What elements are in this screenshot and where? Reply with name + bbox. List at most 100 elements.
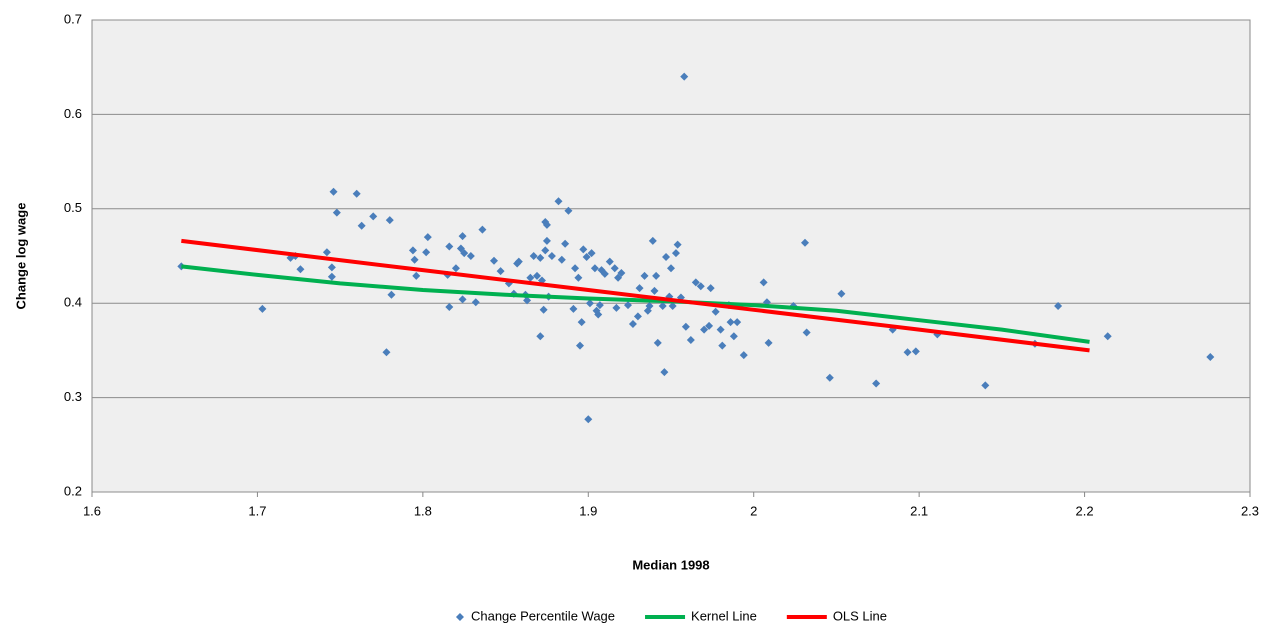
scatter-point <box>445 242 454 251</box>
scatter-point <box>662 252 671 261</box>
scatter-point <box>526 273 535 282</box>
scatter-point <box>489 256 498 265</box>
x-tick-label: 2.1 <box>910 503 928 518</box>
scatter-point <box>542 236 551 245</box>
scatter-point <box>718 341 727 350</box>
scatter-point <box>653 338 662 347</box>
scatter-point <box>640 271 649 280</box>
scatter-point <box>327 272 336 281</box>
scatter-point <box>733 318 742 327</box>
scatter-point <box>539 305 548 314</box>
scatter-point <box>369 212 378 221</box>
scatter-point <box>759 278 768 287</box>
scatter-point <box>700 325 709 334</box>
scatter-point <box>385 216 394 225</box>
scatter-point <box>711 307 720 316</box>
scatter-point <box>332 208 341 217</box>
scatter-point <box>557 255 566 264</box>
scatter-point <box>542 220 551 229</box>
scatter-point <box>579 245 588 254</box>
scatter-point <box>594 310 603 319</box>
scatter-point <box>1103 332 1112 341</box>
scatter-point <box>582 252 591 261</box>
y-tick-label: 0.7 <box>64 11 82 26</box>
scatter-point <box>478 225 487 234</box>
scatter-point <box>612 303 621 312</box>
scatter-point <box>547 252 556 260</box>
scatter-point <box>352 189 361 198</box>
scatter-point <box>296 265 305 274</box>
scatter-point <box>536 253 545 262</box>
scatter-point <box>523 296 532 305</box>
scatter-point <box>660 368 669 377</box>
scatter-point <box>536 332 545 341</box>
scatter-point <box>322 248 331 257</box>
scatter-point <box>584 415 593 424</box>
scatter-point <box>628 319 637 328</box>
scatter-point <box>587 249 596 258</box>
scatter-point <box>382 348 391 357</box>
scatter-point <box>911 347 920 356</box>
scatter-point <box>633 312 642 321</box>
y-tick-label: 0.5 <box>64 200 82 215</box>
scatter-point <box>600 269 609 278</box>
x-axis-title: Median 1998 <box>632 557 709 572</box>
scatter-point <box>357 221 366 230</box>
legend-marker <box>455 613 464 621</box>
scatter-point <box>554 197 563 206</box>
scatter-point <box>458 232 467 241</box>
y-axis-title: Change log wage <box>13 203 28 310</box>
scatter-point <box>258 304 267 313</box>
scatter-point <box>691 278 700 287</box>
scatter-point <box>635 284 644 293</box>
scatter-point <box>564 206 573 215</box>
plot-area <box>91 19 1251 493</box>
scatter-point <box>576 341 585 350</box>
scatter-point <box>681 322 690 331</box>
y-tick-label: 0.3 <box>64 389 82 404</box>
scatter-point <box>569 304 578 313</box>
scatter-point <box>716 325 725 334</box>
scatter-point <box>648 236 657 245</box>
scatter-point <box>460 249 469 258</box>
scatter-point <box>605 257 614 266</box>
scatter-point <box>800 238 809 247</box>
scatter-point <box>458 295 467 304</box>
scatter-point <box>496 267 505 276</box>
x-tick-label: 1.9 <box>579 503 597 518</box>
scatter-point <box>696 282 705 291</box>
y-tick-label: 0.6 <box>64 106 82 121</box>
scatter-point <box>412 271 421 280</box>
scatter-point <box>471 298 480 307</box>
x-tick-label: 2.2 <box>1076 503 1094 518</box>
scatter-point <box>423 233 432 242</box>
scatter-point <box>825 373 834 382</box>
x-tick-label: 1.8 <box>414 503 432 518</box>
scatter-point <box>623 301 632 310</box>
scatter-point <box>514 257 523 266</box>
scatter-point <box>668 302 677 311</box>
legend-label: Kernel Line <box>691 608 757 623</box>
scatter-point <box>739 351 748 360</box>
scatter-point <box>574 273 583 282</box>
x-tick-label: 1.7 <box>248 503 266 518</box>
scatter-point <box>577 318 586 327</box>
scatter-point <box>658 302 667 311</box>
scatter-point <box>667 264 675 273</box>
scatter-point <box>387 290 396 299</box>
scatter-point <box>705 321 714 330</box>
scatter-point <box>686 336 695 345</box>
line <box>181 238 1090 353</box>
scatter-point <box>614 273 623 282</box>
y-tick-label: 0.2 <box>64 483 82 498</box>
x-tick-label: 2 <box>750 503 757 518</box>
scatter-point <box>561 239 570 248</box>
scatter-point <box>541 246 550 255</box>
scatter-point <box>903 348 912 357</box>
scatter-point <box>764 338 773 347</box>
line <box>181 264 1090 344</box>
scatter-point <box>451 264 460 273</box>
scatter-point <box>585 299 594 308</box>
